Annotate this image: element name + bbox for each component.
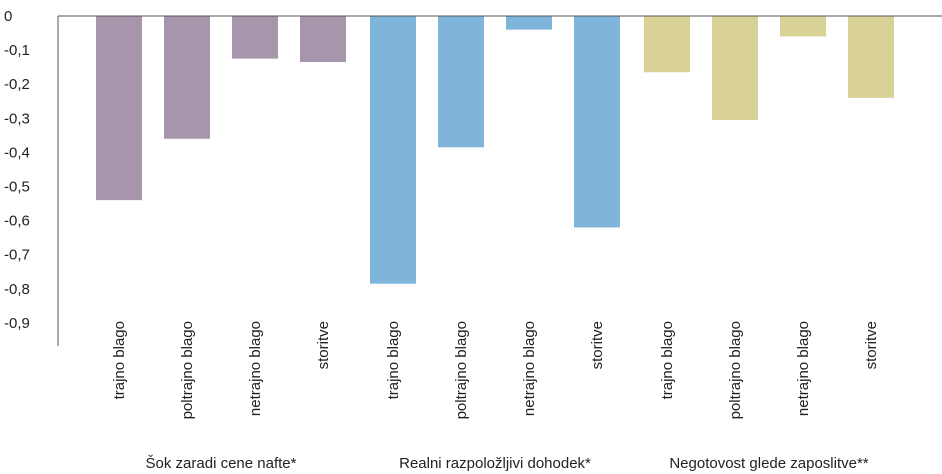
y-tick-label: -0,4 (4, 144, 30, 161)
bar (644, 16, 690, 73)
axes (57, 15, 942, 346)
bar (96, 16, 142, 201)
category-label: trajno blago (385, 321, 402, 399)
bar (574, 16, 620, 228)
y-tick-label: -0,2 (4, 76, 30, 93)
group-label: Šok zaradi cene nafte* (146, 455, 297, 472)
y-tick-label: -0,5 (4, 179, 30, 196)
y-tick-label: -0,8 (4, 281, 30, 298)
group-labels: Šok zaradi cene nafte* Realni razpoložlji… (146, 455, 869, 472)
category-label: netrajno blago (521, 321, 538, 416)
y-axis-ticks: 0 -0,1 -0,2 -0,3 -0,4 -0,5 -0,6 -0,7 -0,8 -0,9 (4, 8, 30, 332)
category-label: trajno blago (659, 321, 676, 399)
y-tick-label: -0,6 (4, 213, 30, 230)
bar (848, 16, 894, 98)
bar (164, 16, 210, 139)
bars (96, 16, 894, 284)
y-tick-label: -0,7 (4, 247, 30, 264)
category-labels: trajno blago poltrajno blago netrajno blag… (111, 321, 880, 419)
group-label: Realni razpoložljivi dohodek* (399, 455, 591, 472)
category-label: storitve (863, 321, 880, 369)
category-label: poltrajno blago (179, 321, 196, 419)
bar (370, 16, 416, 284)
bar (712, 16, 758, 121)
bar (506, 16, 552, 30)
y-tick-label: -0,3 (4, 110, 30, 127)
category-label: poltrajno blago (453, 321, 470, 419)
bar (232, 16, 278, 59)
y-tick-label: -0,9 (4, 315, 30, 332)
category-label: storitve (589, 321, 606, 369)
category-label: trajno blago (111, 321, 128, 399)
bar (438, 16, 484, 148)
category-label: poltrajno blago (727, 321, 744, 419)
category-label: storitve (315, 321, 332, 369)
group-label: Negotovost glede zaposlitve** (669, 455, 868, 472)
bar (780, 16, 826, 37)
y-tick-label: 0 (4, 8, 12, 25)
category-label: netrajno blago (247, 321, 264, 416)
category-label: netrajno blago (795, 321, 812, 416)
y-tick-label: -0,1 (4, 42, 30, 59)
bar (300, 16, 346, 63)
